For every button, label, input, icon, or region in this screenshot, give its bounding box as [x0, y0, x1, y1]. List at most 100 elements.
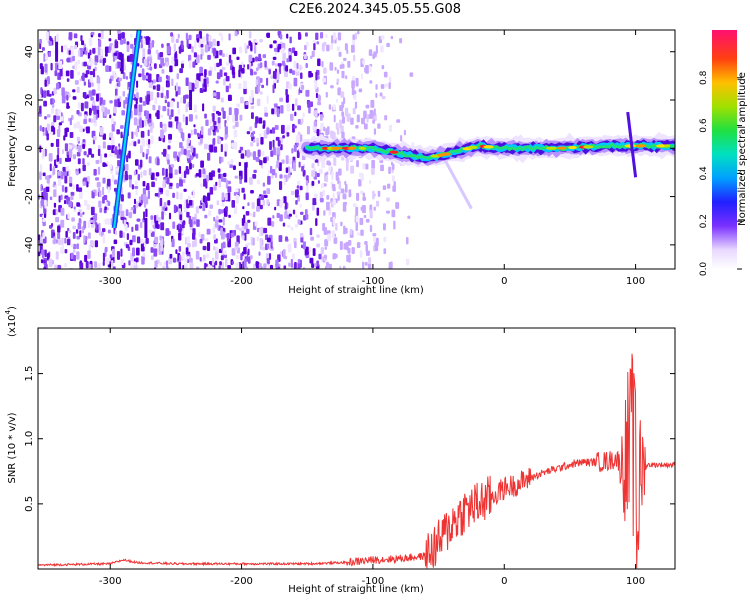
noise-cell [329, 62, 334, 71]
noise-cell [54, 185, 57, 190]
noise-cell [261, 164, 264, 169]
noise-cell [66, 78, 70, 82]
noise-cell [100, 30, 104, 39]
noise-cell [176, 182, 179, 189]
noise-cell [391, 209, 396, 218]
noise-cell [159, 197, 163, 207]
noise-cell [131, 184, 134, 190]
noise-cell [120, 134, 123, 139]
noise-cell [75, 229, 79, 234]
noise-cell [48, 51, 51, 58]
noise-cell [161, 167, 165, 176]
noise-cell [286, 58, 290, 63]
noise-cell [351, 80, 355, 89]
noise-cell [125, 244, 130, 249]
noise-cell [114, 230, 117, 236]
noise-cell [133, 117, 138, 126]
noise-cell [83, 81, 86, 86]
noise-cell [135, 201, 139, 209]
noise-cell [290, 226, 294, 231]
noise-cell [263, 227, 268, 234]
noise-cell [60, 194, 63, 200]
noise-cell [339, 265, 342, 269]
noise-cell [266, 258, 270, 265]
noise-cell [381, 95, 386, 100]
noise-cell [169, 173, 173, 179]
noise-cell [225, 193, 228, 201]
noise-cell [100, 48, 104, 57]
noise-cell [277, 46, 280, 53]
noise-cell [250, 236, 253, 246]
noise-cell [102, 252, 106, 262]
noise-cell [155, 220, 159, 229]
noise-cell [182, 179, 186, 183]
noise-cell [169, 65, 173, 73]
noise-cell [216, 200, 220, 206]
noise-cell [138, 202, 142, 207]
noise-cell [192, 228, 196, 236]
noise-cell [139, 221, 143, 229]
noise-cell [106, 161, 109, 165]
noise-cell [271, 169, 276, 176]
noise-cell [369, 65, 372, 73]
noise-cell [369, 209, 373, 219]
noise-cell [295, 68, 299, 72]
noise-cell [352, 39, 356, 45]
noise-cell [109, 132, 114, 138]
noise-cell [282, 249, 286, 259]
noise-cell [309, 101, 313, 107]
noise-cell [208, 35, 211, 44]
noise-cell [369, 225, 373, 233]
noise-cell [227, 161, 231, 165]
noise-cell [223, 172, 227, 178]
noise-cell [275, 259, 279, 268]
noise-cell [181, 221, 185, 229]
noise-cell [128, 212, 133, 219]
noise-cell [259, 133, 262, 138]
noise-cell [291, 103, 295, 111]
noise-cell [88, 90, 93, 97]
noise-cell [361, 117, 365, 125]
noise-cell [302, 112, 305, 118]
noise-cell [40, 199, 45, 207]
noise-cell [160, 92, 164, 99]
noise-cell [252, 57, 255, 63]
noise-cell [297, 262, 301, 269]
noise-cell [73, 206, 76, 210]
noise-cell [194, 238, 197, 247]
noise-cell [293, 144, 297, 152]
noise-cell [327, 233, 332, 242]
colorbar-tick-label: 0.8 [699, 70, 709, 85]
signal-hotspot [358, 146, 367, 150]
noise-cell [163, 212, 167, 216]
noise-cell [266, 199, 270, 205]
noise-cell [191, 240, 195, 248]
noise-cell [57, 171, 62, 176]
noise-cell [287, 243, 292, 253]
noise-cell [42, 127, 45, 132]
noise-cell [86, 126, 90, 134]
noise-cell [40, 183, 43, 192]
noise-cell [395, 202, 400, 209]
spectrogram-x-axis-label: Height of straight line (km) [288, 285, 424, 296]
noise-cell [292, 253, 295, 259]
top-x-tick-label: -100 [362, 276, 385, 287]
noise-cell [51, 223, 54, 227]
noise-cell [258, 263, 262, 269]
noise-cell [45, 175, 48, 180]
noise-cell [114, 88, 118, 98]
noise-cell [361, 205, 366, 214]
noise-cell [213, 146, 218, 153]
noise-cell [407, 215, 411, 219]
noise-cell [55, 251, 59, 260]
noise-cell [315, 71, 318, 81]
noise-cell [53, 236, 56, 245]
noise-cell [72, 184, 76, 190]
noise-cell [113, 179, 118, 185]
noise-cell [74, 61, 78, 71]
noise-cell [215, 114, 219, 123]
noise-cell [252, 139, 256, 143]
noise-cell [221, 107, 225, 112]
colorbar-gradient [712, 30, 737, 269]
noise-cell [149, 66, 153, 71]
